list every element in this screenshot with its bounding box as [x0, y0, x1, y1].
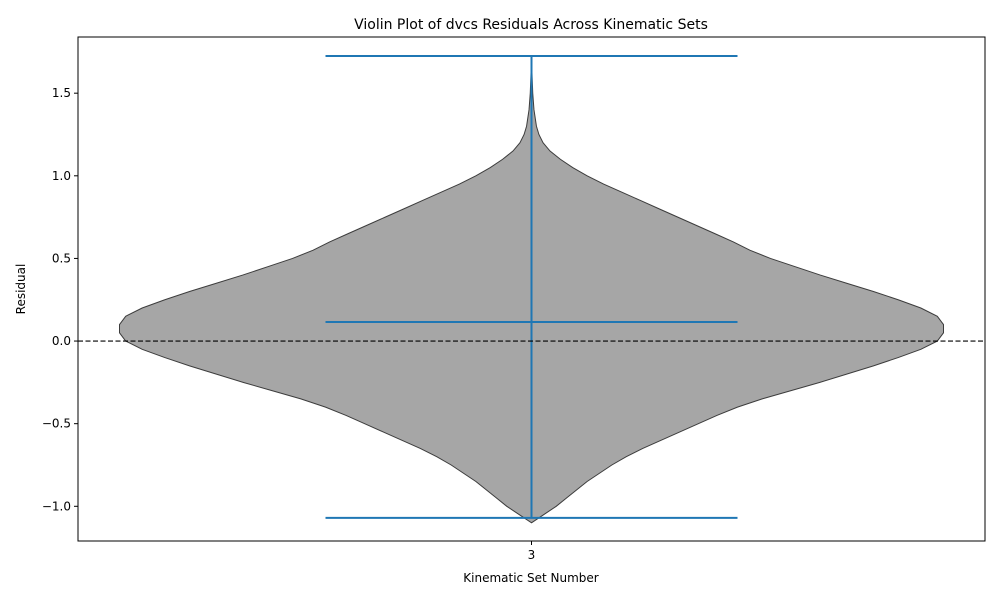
y-tick-label: 0.5 [52, 251, 71, 265]
y-axis-label: Residual [14, 264, 28, 315]
y-tick-label: 1.0 [52, 169, 71, 183]
x-tick-label: 3 [528, 548, 536, 562]
x-axis-label: Kinematic Set Number [463, 571, 598, 585]
y-tick-label: 1.5 [52, 86, 71, 100]
y-axis-ticks: −1.0 −0.5 0.0 0.5 1.0 1.5 [42, 86, 78, 513]
x-axis-ticks: 3 [528, 541, 536, 562]
plot-area [78, 55, 985, 524]
y-tick-label: −0.5 [42, 417, 71, 431]
y-tick-label: −1.0 [42, 499, 71, 513]
chart-title: Violin Plot of dvcs Residuals Across Kin… [354, 17, 708, 33]
y-tick-label: 0.0 [52, 334, 71, 348]
